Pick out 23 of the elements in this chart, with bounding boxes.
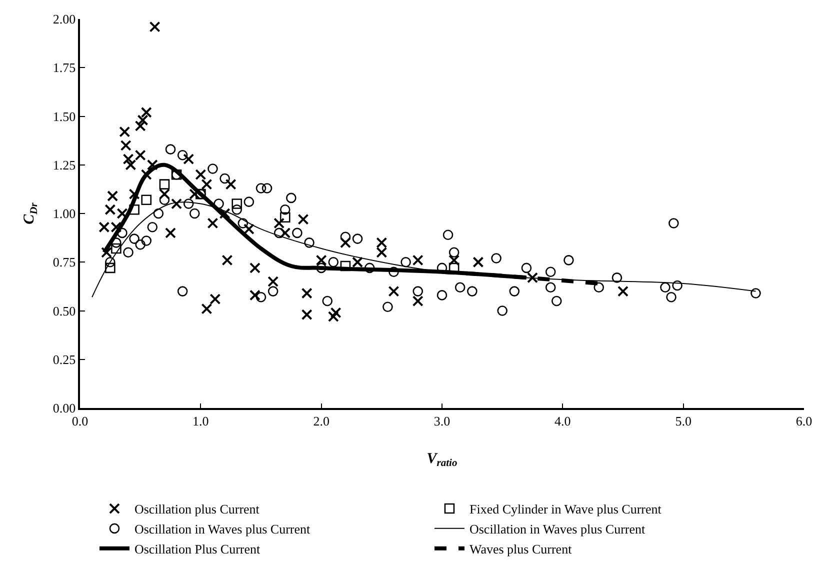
x-tick-label: 5.0 <box>675 413 692 428</box>
y-tick-label: 1.75 <box>52 60 76 76</box>
y-tick-label: 2.00 <box>52 12 76 27</box>
y-tick-label: 0.00 <box>52 400 76 416</box>
x-tick-label: 6.0 <box>796 413 812 428</box>
y-tick-label: 0.75 <box>52 254 76 270</box>
y-tick-label: 1.00 <box>52 206 76 222</box>
legend-label: Oscillation plus Current <box>134 502 260 517</box>
x-tick-label: 3.0 <box>434 413 450 428</box>
legend-label: Oscillation in Waves plus Current <box>469 522 646 536</box>
y-tick-label: 1.50 <box>52 108 76 124</box>
legend-label: Oscillation Plus Current <box>134 541 261 556</box>
x-tick-label: 2.0 <box>313 413 330 428</box>
x-axis-title: V$_{ratio}$ <box>426 450 458 469</box>
y-tick-label: 0.50 <box>52 303 76 318</box>
x-tick-label: 4.0 <box>554 413 571 428</box>
legend-label: Waves plus Current <box>469 541 572 556</box>
x-tick-label: 0.0 <box>72 413 88 428</box>
x-tick-label: 1.0 <box>192 413 209 428</box>
legend-label: Fixed Cylinder in Wave plus Current <box>469 502 662 517</box>
y-tick-label: 1.25 <box>52 157 76 172</box>
y-tick-label: 0.25 <box>52 352 76 367</box>
legend-label: Oscillation in Waves plus Current <box>134 522 310 536</box>
